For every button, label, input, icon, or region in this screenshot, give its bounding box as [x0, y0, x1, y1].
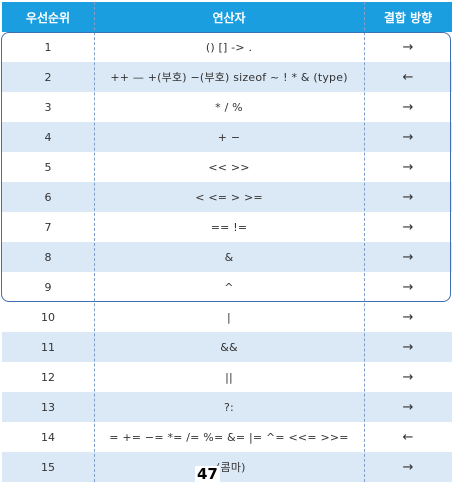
table-row: 2 ++ — +(부호) −(부호) sizeof ~ ! * & (type)…: [2, 62, 452, 92]
table-row: 13 ?: →: [2, 392, 452, 422]
direction-cell: →: [402, 399, 414, 415]
direction-cell: →: [402, 279, 414, 295]
priority-cell: 7: [44, 220, 52, 234]
priority-cell: 1: [44, 40, 52, 54]
operator-cell: ,(콤마): [212, 461, 246, 474]
operator-cell: &&: [220, 340, 238, 354]
direction-cell: →: [402, 219, 414, 235]
priority-cell: 6: [44, 190, 52, 204]
column-divider: [364, 2, 365, 482]
table-row: 10 | →: [2, 302, 452, 332]
column-divider: [94, 2, 95, 482]
operator-cell: < <= > >=: [195, 190, 263, 204]
priority-cell: 11: [41, 340, 55, 354]
table-row: 7 == != →: [2, 212, 452, 242]
table-row: 5 << >> →: [2, 152, 452, 182]
table-row: 4 + − →: [2, 122, 452, 152]
table-row: 8 & →: [2, 242, 452, 272]
direction-cell: →: [402, 159, 414, 175]
page-number: 47: [195, 465, 220, 483]
table-row: 14 = += −= *= /= %= &= |= ^= <<= >>= ←: [2, 422, 452, 452]
direction-cell: →: [402, 339, 414, 355]
operator-cell: ^: [224, 280, 234, 294]
header-priority: 우선순위: [25, 10, 71, 25]
priority-cell: 15: [41, 460, 55, 474]
table-row: 12 || →: [2, 362, 452, 392]
priority-cell: 13: [41, 400, 55, 414]
priority-cell: 2: [44, 70, 52, 84]
direction-cell: ←: [402, 69, 414, 85]
header-operator: 연산자: [212, 10, 246, 25]
operator-cell: ||: [225, 370, 233, 384]
direction-cell: →: [402, 249, 414, 265]
direction-cell: →: [402, 99, 414, 115]
operator-cell: * / %: [215, 100, 243, 114]
table-row: 11 && →: [2, 332, 452, 362]
direction-cell: →: [402, 369, 414, 385]
operator-cell: << >>: [208, 160, 250, 174]
direction-cell: ←: [402, 429, 414, 445]
operator-precedence-table: 우선순위 연산자 결합 방향 1 () [] -> . → 2 ++ — +(부…: [2, 2, 452, 482]
direction-cell: →: [402, 189, 414, 205]
operator-cell: == !=: [210, 220, 248, 234]
header-direction: 결합 방향: [383, 10, 433, 25]
priority-cell: 4: [44, 130, 52, 144]
direction-cell: →: [402, 129, 414, 145]
table-header: 우선순위 연산자 결합 방향: [2, 2, 452, 32]
operator-cell: ?:: [224, 400, 234, 414]
operator-cell: () [] -> .: [205, 40, 253, 54]
priority-cell: 14: [41, 430, 55, 444]
direction-cell: →: [402, 459, 414, 475]
priority-cell: 3: [44, 100, 52, 114]
priority-cell: 12: [41, 370, 55, 384]
operator-cell: + −: [217, 130, 241, 144]
table-row: 6 < <= > >= →: [2, 182, 452, 212]
table-row: 1 () [] -> . →: [2, 32, 452, 62]
operator-cell: &: [224, 250, 234, 264]
direction-cell: →: [402, 309, 414, 325]
table-row: 3 * / % →: [2, 92, 452, 122]
operator-cell: |: [227, 310, 231, 324]
table-row: 15 ,(콤마) →: [2, 452, 452, 482]
table-row: 9 ^ →: [2, 272, 452, 302]
direction-cell: →: [402, 39, 414, 55]
priority-cell: 9: [44, 280, 52, 294]
priority-cell: 10: [41, 310, 55, 324]
priority-cell: 8: [44, 250, 52, 264]
operator-cell: = += −= *= /= %= &= |= ^= <<= >>=: [109, 430, 349, 444]
operator-cell: ++ — +(부호) −(부호) sizeof ~ ! * & (type): [110, 71, 348, 84]
priority-cell: 5: [44, 160, 52, 174]
